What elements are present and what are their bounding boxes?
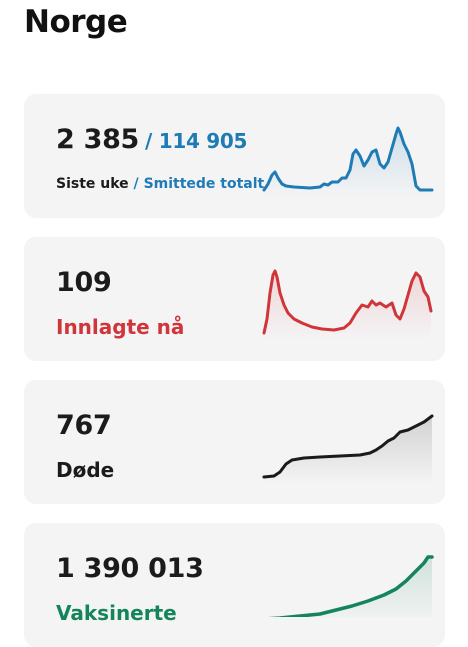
infections-line	[262, 126, 434, 192]
hospitalized-line	[262, 269, 433, 335]
infections-total-value: / 114 905	[145, 129, 248, 153]
hospitalized-value: 109	[56, 267, 112, 298]
infected-total-label: Smittede totalt	[143, 176, 265, 192]
deaths-area	[264, 416, 432, 484]
vaccinated-area	[290, 557, 432, 617]
vaccinated-label: Vaksinerte	[56, 601, 177, 625]
vaccinated-card[interactable]: 1 390 013 Vaksinerte	[24, 523, 445, 647]
infections-area	[264, 128, 432, 198]
hospitalized-label: Innlagte nå	[56, 315, 185, 339]
deaths-card[interactable]: 767 Døde	[24, 380, 445, 504]
hospitalized-card[interactable]: 109 Innlagte nå	[24, 237, 445, 361]
vaccinated-value: 1 390 013	[56, 553, 204, 584]
deaths-sparkline	[262, 414, 434, 484]
infections-card[interactable]: 2 385/ 114 905 Siste uke / Smittede tota…	[24, 94, 445, 218]
vaccinated-sparkline	[267, 555, 434, 617]
page-title: Norge	[24, 4, 128, 40]
vaccinated-line	[267, 555, 434, 617]
deaths-label: Døde	[56, 458, 115, 482]
label-separator: /	[128, 176, 144, 192]
last-week-label: Siste uke	[56, 176, 129, 192]
deaths-value: 767	[56, 410, 112, 441]
infections-sub-label: Siste uke / Smittede totalt	[56, 176, 264, 192]
deaths-line	[262, 414, 434, 479]
infections-sparkline	[262, 126, 434, 198]
hospitalized-sparkline	[262, 269, 433, 341]
infections-week-number: 2 385	[56, 124, 140, 155]
infections-week-value: 2 385/ 114 905	[56, 124, 247, 155]
hospitalized-area	[264, 271, 431, 341]
